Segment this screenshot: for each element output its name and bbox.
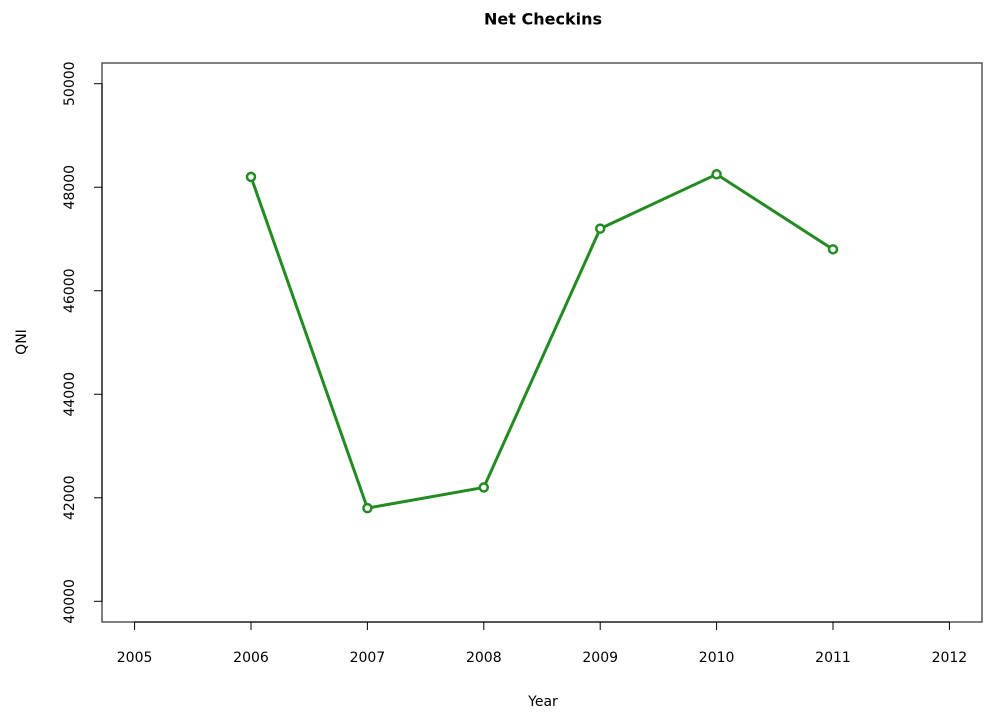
x-axis-label: Year [527,694,558,710]
point [362,502,373,514]
chart-title: Net Checkins [484,10,602,29]
x-tick-label: 2011 [815,650,851,666]
plot-box [101,62,983,623]
x-tick-label: 2007 [350,650,386,666]
y-tick-label: 50000 [62,61,78,106]
x-tick-label: 2005 [117,650,153,666]
x-tick-label: 2012 [932,650,968,666]
point [711,169,722,180]
point [594,223,606,234]
point [245,171,257,183]
x-tick-label: 2006 [233,650,269,666]
y-tick-label: 44000 [62,372,78,417]
x-tick-label: 2010 [699,650,735,666]
point [827,244,839,255]
y-tick-label: 48000 [62,165,78,210]
y-tick-label: 46000 [62,268,78,313]
x-tick-label: 2009 [582,650,618,666]
y-tick-label: 40000 [62,579,78,624]
line-series [249,172,834,510]
x-tick-label: 2008 [466,650,502,666]
y-tick-label: 42000 [62,476,78,521]
y-axis-label: QNI [14,329,30,355]
point [478,482,490,493]
